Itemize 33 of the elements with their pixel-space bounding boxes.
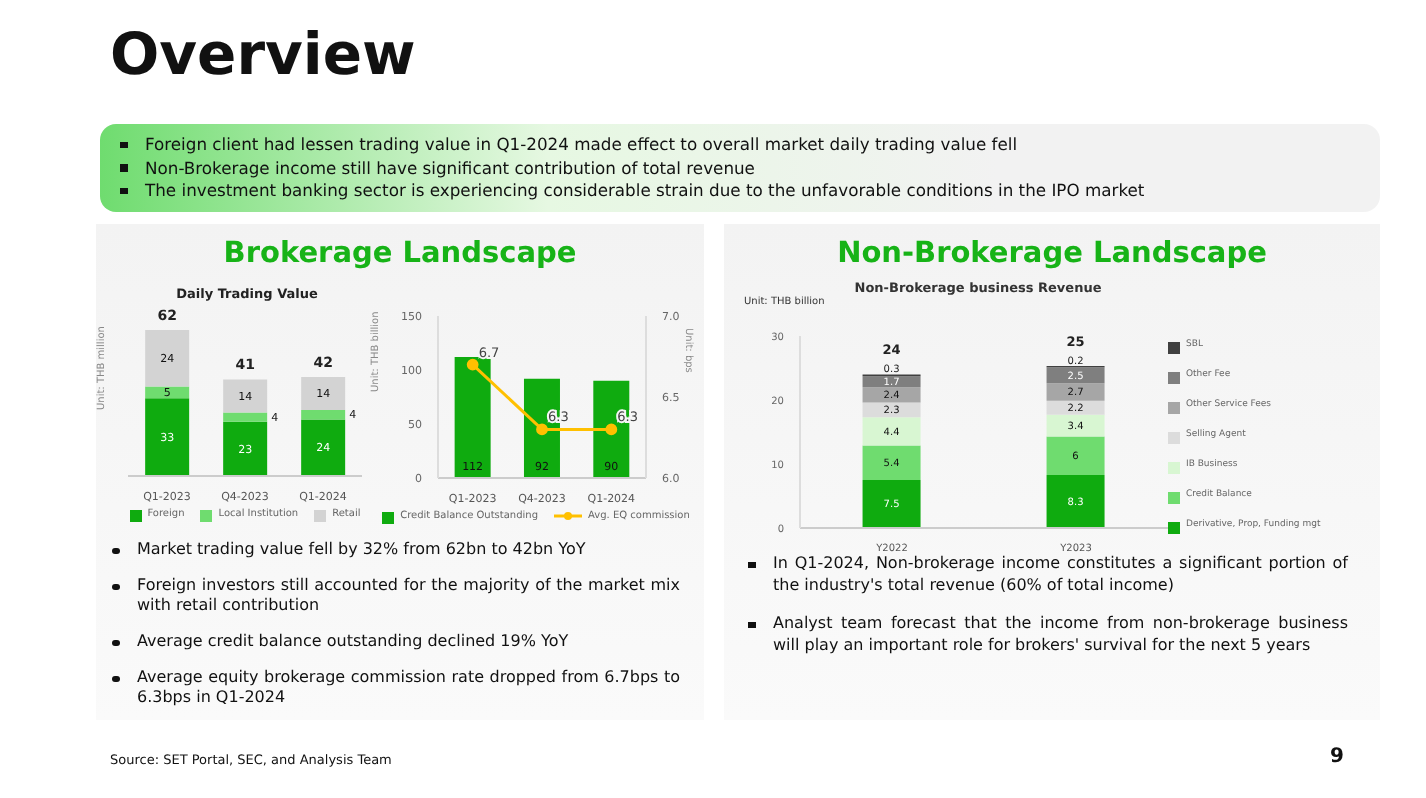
bar	[1046, 474, 1105, 528]
bar	[145, 398, 190, 476]
bar	[223, 421, 268, 476]
text: Foreign investors still accounted for the majority of the market mix with retail contribution	[137, 576, 680, 616]
bar	[454, 357, 491, 478]
text: Average equity brokerage commission rate dropped from 6.7bps to 6.3bps in Q1-2024	[137, 668, 680, 708]
text: Average credit balance outstanding declined 19% YoY	[137, 632, 571, 652]
bar	[301, 410, 346, 420]
bar	[1046, 400, 1105, 415]
bar	[1046, 367, 1105, 384]
text: Non-Brokerage income still have significant contribution of total revenue	[145, 157, 757, 180]
bar	[862, 480, 921, 528]
bar	[301, 377, 346, 411]
bar	[862, 387, 921, 403]
bar	[223, 412, 268, 422]
text: Analyst team forecast that the income from non-brokerage business will play an important role for brokers' survival for the next 5 years	[773, 614, 1348, 656]
bar	[862, 417, 921, 446]
text: The investment banking sector is experiencing considerable strain due to the unfavorable conditions in the IPO market	[145, 180, 1147, 203]
text: Non-Brokerage Landscape	[835, 238, 1269, 270]
bar	[1046, 414, 1105, 437]
text: Overview	[110, 20, 416, 88]
bar	[223, 379, 268, 413]
text: In Q1-2024, Non-brokerage income constitutes a significant portion of the industry's total revenue (60% of total income)	[773, 554, 1348, 596]
bar	[862, 376, 921, 388]
text: 9	[1330, 746, 1344, 768]
bar	[1046, 383, 1105, 401]
text: Foreign client had lessen trading value in Q1-2024 made effect to overall market daily trading value fell	[145, 134, 1020, 157]
bar	[1046, 436, 1105, 475]
bar	[301, 419, 346, 476]
bar	[862, 445, 921, 480]
text: Market trading value fell by 32% from 62bn to 42bn YoY	[137, 540, 588, 560]
text: Brokerage Landscape	[221, 238, 579, 270]
bar	[145, 330, 190, 387]
